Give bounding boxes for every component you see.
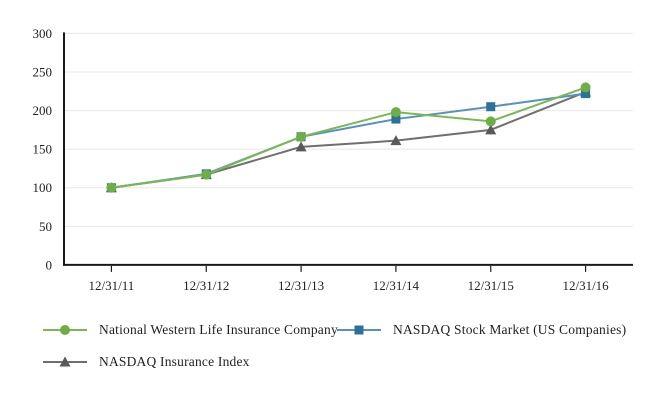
data-point-national-western-life-insurance-company-12-31-16 <box>580 82 591 93</box>
series-line-national-western-life-insurance-company <box>111 86 586 189</box>
series-line-nasdaq-insurance-index <box>111 91 586 189</box>
legend-item-nasdaq-insurance-index: NASDAQ Insurance Index <box>43 354 250 370</box>
y-tick-label-150: 150 <box>33 142 53 157</box>
x-tick-label-12-31-11: 12/31/11 <box>89 278 135 293</box>
x-axis-labels: 12/31/11 12/31/12 12/31/13 12/31/14 12/31/15… <box>89 265 609 293</box>
series-nasdaq-stock-market-us-companies <box>106 89 591 193</box>
x-tick-label-12-31-15: 12/31/15 <box>468 278 514 293</box>
data-point-nasdaq-insurance-index-12-31-14 <box>390 135 402 146</box>
legend-item-national-western: National Western Life Insurance Company <box>43 322 338 338</box>
legend-swatch-circle <box>43 325 87 335</box>
y-tick-label-100: 100 <box>33 180 53 195</box>
legend-label-nasdaq-stock-market: NASDAQ Stock Market (US Companies) <box>393 322 627 337</box>
legend-label-national-western: National Western Life Insurance Company <box>99 322 338 337</box>
data-point-national-western-life-insurance-company-12-31-12 <box>201 169 212 180</box>
x-tick-label-12-31-16: 12/31/16 <box>562 278 609 293</box>
legend-item-nasdaq-stock-market: NASDAQ Stock Market (US Companies) <box>337 322 626 338</box>
data-point-national-western-life-insurance-company-12-31-14 <box>390 107 401 118</box>
y-tick-label-250: 250 <box>33 64 53 79</box>
data-point-national-western-life-insurance-company-12-31-15 <box>485 116 496 127</box>
series-national-western-life-insurance-company <box>106 82 591 193</box>
legend-marker-national-western-life-insurance-company <box>60 325 70 335</box>
data-point-nasdaq-insurance-index-12-31-13 <box>295 141 307 152</box>
y-tick-label-300: 300 <box>33 26 53 41</box>
data-point-nasdaq-insurance-index-12-31-15 <box>485 124 497 135</box>
series-line-nasdaq-stock-market-us-companies <box>111 92 586 189</box>
gridlines <box>65 32 633 227</box>
data-point-nasdaq-stock-market-us-companies-12-31-14 <box>391 114 401 124</box>
y-axis-labels: 0 50 100 150 200 250 300 <box>33 26 53 272</box>
legend-swatch-square <box>337 325 381 335</box>
data-point-nasdaq-stock-market-us-companies-12-31-16 <box>581 89 591 99</box>
x-tick-label-12-31-12: 12/31/12 <box>183 278 229 293</box>
legend-marker-nasdaq-stock-market-us-companies <box>354 325 364 335</box>
y-tick-label-50: 50 <box>39 219 52 234</box>
data-point-national-western-life-insurance-company-12-31-11 <box>106 182 117 193</box>
x-tick-label-12-31-14: 12/31/14 <box>373 278 420 293</box>
legend-marker-nasdaq-insurance-index <box>59 356 71 367</box>
x-tick-label-12-31-13: 12/31/13 <box>278 278 324 293</box>
legend-swatch-triangle <box>43 356 87 367</box>
data-point-national-western-life-insurance-company-12-31-13 <box>296 131 307 142</box>
legend-label-nasdaq-insurance-index: NASDAQ Insurance Index <box>99 354 250 369</box>
y-tick-label-0: 0 <box>46 257 53 272</box>
y-tick-label-200: 200 <box>33 103 53 118</box>
data-point-nasdaq-stock-market-us-companies-12-31-15 <box>486 102 496 112</box>
